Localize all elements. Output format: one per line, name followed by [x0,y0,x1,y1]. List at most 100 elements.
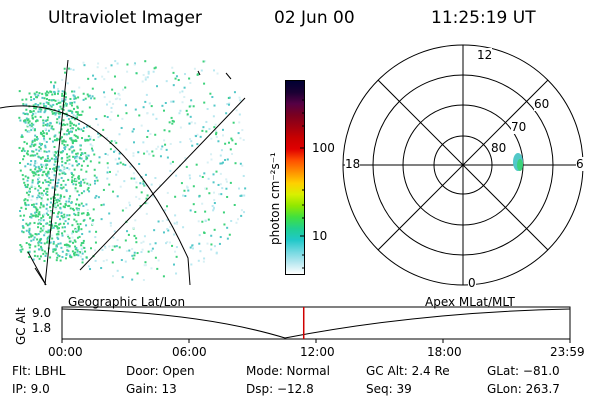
emission-pixel [44,254,47,257]
emission-pixel [157,259,160,262]
emission-pixel [39,238,42,241]
meridian-line-2 [79,97,246,271]
emission-pixel [234,142,237,145]
emission-pixel [28,256,31,259]
emission-pixel [82,92,85,95]
emission-pixel [113,75,116,78]
emission-pixel [139,182,142,185]
emission-pixel [30,160,33,163]
emission-pixel [64,140,67,143]
emission-pixel [75,152,78,155]
emission-pixel [154,256,157,259]
emission-pixel [113,245,116,248]
emission-pixel [53,154,56,157]
emission-pixel [48,230,51,233]
emission-pixel [124,239,127,242]
emission-pixel [21,225,24,228]
emission-pixel [87,154,90,157]
emission-pixel [52,242,55,245]
emission-pixel [168,130,171,133]
emission-pixel [56,118,59,121]
emission-pixel [22,147,25,150]
emission-pixel [73,212,76,215]
emission-pixel [108,100,111,103]
altitude-curve [61,308,571,339]
emission-pixel [55,259,58,262]
emission-pixel [64,203,67,206]
emission-pixel [61,92,64,95]
emission-pixel [66,214,69,217]
emission-pixel [49,104,52,107]
emission-pixel [48,177,51,180]
emission-pixel [67,250,70,253]
emission-pixel [82,205,85,208]
emission-pixel [46,238,49,241]
emission-pixel [164,209,167,212]
emission-pixel [54,160,57,163]
emission-pixel [79,148,82,151]
emission-pixel [54,193,57,196]
emission-pixel [48,124,51,127]
emission-pixel [99,134,102,137]
emission-pixel [41,96,44,99]
emission-pixel [37,174,40,177]
emission-pixel [31,195,34,198]
emission-pixel [142,106,145,109]
emission-pixel [190,263,193,266]
emission-pixel [208,127,211,130]
emission-pixel [219,172,222,175]
emission-pixel [34,166,37,169]
emission-pixel [24,113,27,116]
emission-pixel [204,187,207,190]
emission-pixel [23,214,26,217]
emission-pixel [93,153,96,156]
emission-pixel [63,146,66,149]
emission-pixel [184,73,187,76]
emission-pixel [188,138,191,141]
emission-pixel [52,248,55,251]
emission-pixel [20,206,23,209]
emission-pixel [33,92,36,95]
emission-pixel [53,163,56,166]
emission-pixel [26,162,29,165]
emission-pixel [84,250,87,253]
emission-pixel [190,121,193,124]
emission-pixel [81,110,84,113]
emission-pixel [34,93,37,96]
emission-pixel [153,229,156,232]
emission-pixel [32,214,35,217]
emission-pixel [106,166,109,169]
emission-pixel [49,121,52,124]
emission-pixel [89,138,92,141]
emission-pixel [34,206,37,209]
emission-pixel [69,122,72,125]
emission-pixel [103,115,106,118]
emission-pixel [115,141,118,144]
emission-pixel [155,85,158,88]
emission-pixel [24,175,27,178]
emission-pixel [152,154,155,157]
emission-pixel [86,157,89,160]
emission-pixel [67,132,70,135]
emission-pixel [59,105,62,108]
emission-pixel [114,149,117,152]
emission-pixel [43,165,46,168]
emission-pixel [118,157,121,160]
emission-pixel [54,112,57,115]
emission-pixel [214,123,217,126]
emission-pixel [87,95,90,98]
emission-pixel [71,145,74,148]
emission-pixel [65,200,68,203]
emission-pixel [142,74,145,77]
emission-pixel [39,255,42,258]
emission-pixel [46,190,49,193]
emission-pixel [142,182,145,185]
emission-pixel [242,174,245,177]
emission-pixel [143,184,146,187]
emission-pixel [110,110,113,113]
emission-pixel [43,111,46,114]
emission-pixel [28,246,31,249]
emission-pixel [60,157,63,160]
ip-info: IP: 9.0 [12,382,50,396]
emission-pixel [72,241,75,244]
